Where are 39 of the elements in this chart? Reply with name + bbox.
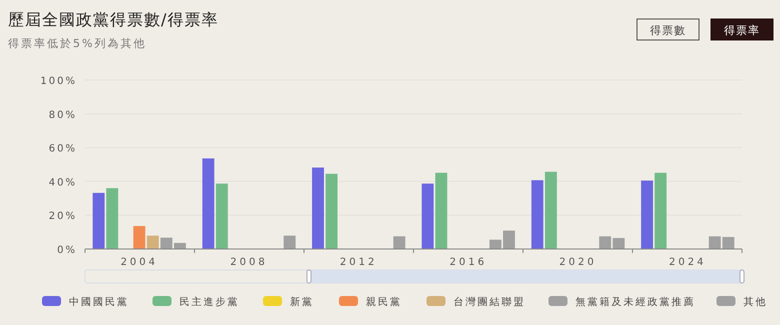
bar [326, 174, 338, 249]
bar [216, 184, 228, 249]
bar [435, 172, 448, 249]
chart-title: 歷屆全國政黨得票數/得票率 [8, 10, 218, 29]
chart-subtitle: 得票率低於5%列為其他 [8, 37, 146, 50]
legend-label: 新黨 [290, 296, 314, 308]
x-tick-label: 2016 [450, 257, 488, 268]
legend-label: 無黨籍及未經政黨推薦 [576, 296, 696, 308]
y-tick-label: 0% [57, 245, 77, 256]
bar [146, 236, 159, 249]
y-tick-label: 100% [40, 76, 77, 87]
bar [393, 236, 406, 249]
x-tick-label: 2020 [559, 257, 597, 268]
legend-label: 民主進步黨 [180, 296, 240, 308]
x-tick-label: 2008 [230, 257, 268, 268]
bar [133, 226, 146, 249]
bar [284, 236, 296, 249]
bar [544, 172, 557, 249]
bar [641, 180, 654, 249]
legend-label: 台灣團結聯盟 [454, 296, 526, 308]
bar [531, 180, 544, 249]
y-tick-label: 40% [48, 177, 77, 188]
bar [654, 172, 667, 249]
text: 得票數 [650, 24, 686, 37]
bar [312, 168, 324, 249]
bar [422, 184, 434, 249]
bar [106, 188, 118, 249]
legend-label: 中國國民黨 [69, 296, 129, 308]
y-tick-label: 20% [48, 211, 77, 222]
legend-label: 親民黨 [366, 296, 402, 308]
x-tick-label: 2024 [668, 257, 706, 268]
bar [92, 192, 105, 249]
bar [202, 158, 214, 249]
y-tick-label: 80% [48, 110, 77, 121]
text: 得票率 [724, 24, 760, 37]
x-tick-label: 2012 [340, 257, 378, 268]
legend-label: 其他 [744, 296, 768, 308]
x-tick-label: 2004 [120, 257, 158, 268]
y-tick-label: 60% [48, 144, 77, 155]
